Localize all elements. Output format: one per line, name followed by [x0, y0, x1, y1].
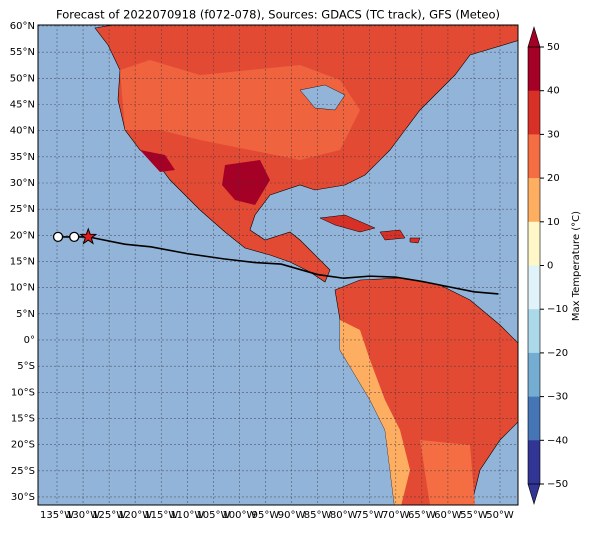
lon-label: 65°W: [408, 510, 436, 521]
colorbar-tick-label: 10: [547, 217, 560, 228]
lon-label: 135°W: [40, 510, 74, 521]
colorbar-segment: [528, 90, 540, 135]
lon-label: 95°W: [252, 510, 280, 521]
lat-label: 15°N: [10, 256, 35, 267]
lon-label: 75°W: [356, 510, 384, 521]
colorbar-tick-label: −30: [547, 392, 568, 403]
colorbar-extend: [527, 483, 541, 506]
track-line: [58, 236, 499, 295]
colorbar-tick-label: −40: [547, 435, 568, 446]
lon-label: 50°W: [486, 510, 514, 521]
track: [52, 227, 499, 295]
lon-label: 80°W: [330, 510, 358, 521]
lon-label: 85°W: [304, 510, 332, 521]
lon-label: 90°W: [278, 510, 306, 521]
lon-label: 55°W: [460, 510, 488, 521]
colorbar-segment: [528, 265, 540, 310]
grid: [38, 25, 518, 505]
past-position: [52, 231, 64, 243]
warm-region: [420, 440, 475, 505]
lon-label: 120°W: [118, 510, 152, 521]
lat-label: 40°N: [10, 126, 35, 137]
lat-label: 20°N: [10, 230, 35, 241]
colorbar-segment: [528, 178, 540, 223]
lat-label: 5°N: [16, 309, 35, 320]
lat-label: 0°: [24, 335, 35, 346]
lon-label: 125°W: [92, 510, 126, 521]
lat-label: 30°S: [11, 492, 35, 503]
colorbar-tick-label: −50: [547, 479, 568, 490]
lat-label: 10°S: [11, 387, 35, 398]
colorbar-tick-label: 30: [547, 129, 560, 140]
colorbar-segment: [528, 47, 540, 91]
lon-label: 110°W: [170, 510, 204, 521]
colorbar-label: Max Temperature (°C): [571, 211, 582, 321]
warm-region: [120, 60, 360, 160]
colorbar-tick-label: −10: [547, 304, 568, 315]
lat-label: 15°S: [11, 413, 35, 424]
great-lakes: [299, 84, 346, 111]
colorbar-tick-label: 0: [547, 261, 553, 272]
past-position: [69, 231, 80, 243]
colorbar-extend: [527, 25, 541, 48]
lon-label: 115°W: [144, 510, 178, 521]
current-position: [79, 227, 98, 245]
colorbar-segment: [528, 352, 540, 397]
lat-label: 45°N: [10, 99, 35, 110]
hot-region: [222, 160, 270, 205]
lon-label: 70°W: [382, 510, 410, 521]
cool-region: [340, 320, 410, 505]
lat-label: 60°N: [10, 21, 35, 32]
hot-region: [140, 150, 175, 172]
colorbar-tick-label: −20: [547, 348, 568, 359]
colorbar-segment: [528, 440, 540, 485]
title: Forecast of 2022070918 (f072-078), Sourc…: [56, 8, 500, 22]
lat-label: 35°N: [10, 152, 35, 163]
colorbar-segment: [528, 309, 540, 354]
colorbar-segment: [528, 396, 540, 441]
lon-label: 60°W: [434, 510, 462, 521]
lon-label: 100°W: [222, 510, 256, 521]
lat-label: 25°N: [10, 204, 35, 215]
axis-labels: 60°N 55°N 50°N 45°N 40°N 35°N 30°N 25°N 20°N 15°N…: [10, 21, 514, 521]
lat-label: 25°S: [11, 466, 35, 477]
lat-label: 50°N: [10, 73, 35, 84]
frame: [37, 24, 519, 506]
map-area: [38, 25, 518, 505]
colorbar-segment: [528, 221, 540, 266]
lon-label: 105°W: [196, 510, 230, 521]
lat-label: 20°S: [11, 440, 35, 451]
colorbar-tick-label: 40: [547, 86, 560, 97]
lat-label: 5°S: [17, 361, 35, 372]
lat-label: 30°N: [10, 178, 35, 189]
lat-label: 10°N: [10, 283, 35, 294]
colorbar: 50 40 30 20 10 0 −10 −20 −30 −40 −50: [527, 25, 568, 506]
colorbar-segment: [528, 134, 540, 179]
lat-label: 55°N: [10, 47, 35, 58]
colorbar-tick-label: 20: [547, 173, 560, 184]
lon-label: 130°W: [66, 510, 100, 521]
colorbar-tick-label: 50: [547, 42, 560, 53]
